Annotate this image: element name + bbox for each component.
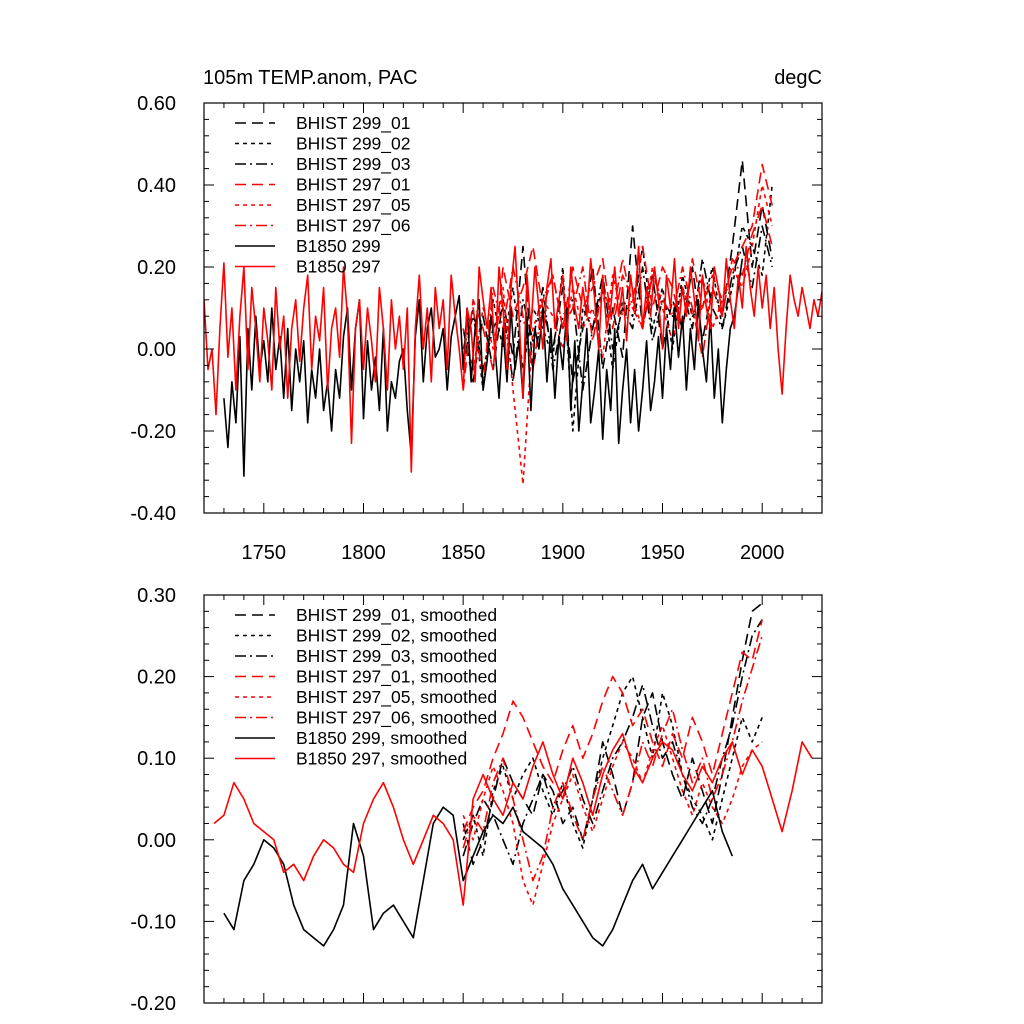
legend-label: BHIST 297_01 <box>296 175 410 196</box>
legend-label: BHIST 297_05 <box>296 195 410 216</box>
plot-area <box>204 159 822 486</box>
series-line-2 <box>462 184 773 432</box>
legend-label: BHIST 299_01, smoothed <box>296 605 497 626</box>
plot-area <box>213 602 813 947</box>
series-line-4 <box>462 619 763 832</box>
y-tick-label: -0.20 <box>130 421 176 443</box>
series-line-4 <box>462 163 773 391</box>
series-line-7 <box>223 790 734 947</box>
y-tick-label: 0.20 <box>137 667 176 689</box>
legend-label: BHIST 299_03, smoothed <box>296 646 497 667</box>
y-tick-label: -0.10 <box>130 911 176 933</box>
y-tick-label: 0.00 <box>137 830 176 852</box>
x-tick-label: 1900 <box>541 542 586 564</box>
legend-label: BHIST 299_01 <box>296 113 410 134</box>
y-tick-label: -0.40 <box>130 503 176 525</box>
x-tick-label: 1950 <box>640 542 685 564</box>
legend-label: BHIST 297_06, smoothed <box>296 708 497 729</box>
y-tick-label: 0.00 <box>137 339 176 361</box>
legend-label: BHIST 299_03 <box>296 154 410 175</box>
series-line-3 <box>462 619 763 866</box>
series-line-6 <box>462 204 773 383</box>
legend-label: BHIST 297_01, smoothed <box>296 667 497 688</box>
bottom-panel-smoothed: -0.20 -0.10 0.00 0.10 0.20 0.30 BHIST 299_01, … <box>130 585 823 1015</box>
series-line-6 <box>462 635 763 882</box>
chart-units: degC <box>774 67 822 89</box>
legend-label: BHIST 299_02, smoothed <box>296 626 497 647</box>
legend-label: B1850 299, smoothed <box>296 728 467 748</box>
top-panel-raw: 1750 1800 1850 1900 1950 2000 -0.40 -0.20 0.00 0.… <box>130 93 823 564</box>
legend-label: BHIST 297_06 <box>296 216 410 237</box>
series-line-8 <box>213 732 813 906</box>
series-line-1 <box>462 602 763 866</box>
series-line-8 <box>204 245 822 473</box>
y-tick-label: 0.40 <box>137 175 176 197</box>
plot-frame <box>203 102 823 514</box>
chart-title: 105m TEMP.anom, PAC <box>203 67 418 89</box>
x-tick-label: 1800 <box>341 542 386 564</box>
legend-label: BHIST 297_05, smoothed <box>296 687 497 708</box>
x-tick-label: 1750 <box>242 542 287 564</box>
y-tick-label: 0.30 <box>137 585 176 607</box>
legend-label: B1850 297 <box>296 257 381 277</box>
series-line-7 <box>223 258 744 477</box>
y-tick-label: 0.10 <box>137 748 176 770</box>
legend-label: B1850 299 <box>296 236 381 256</box>
y-tick-label: 0.20 <box>137 257 176 279</box>
plot-frame <box>203 594 823 1004</box>
series-line-5 <box>462 724 763 906</box>
x-tick-label: 1850 <box>441 542 486 564</box>
y-tick-label: 0.60 <box>137 93 176 115</box>
x-tick-label: 2000 <box>740 542 785 564</box>
legend-label: BHIST 299_02 <box>296 134 410 155</box>
legend-label: B1850 297, smoothed <box>296 749 467 769</box>
y-tick-label: -0.20 <box>130 993 176 1015</box>
